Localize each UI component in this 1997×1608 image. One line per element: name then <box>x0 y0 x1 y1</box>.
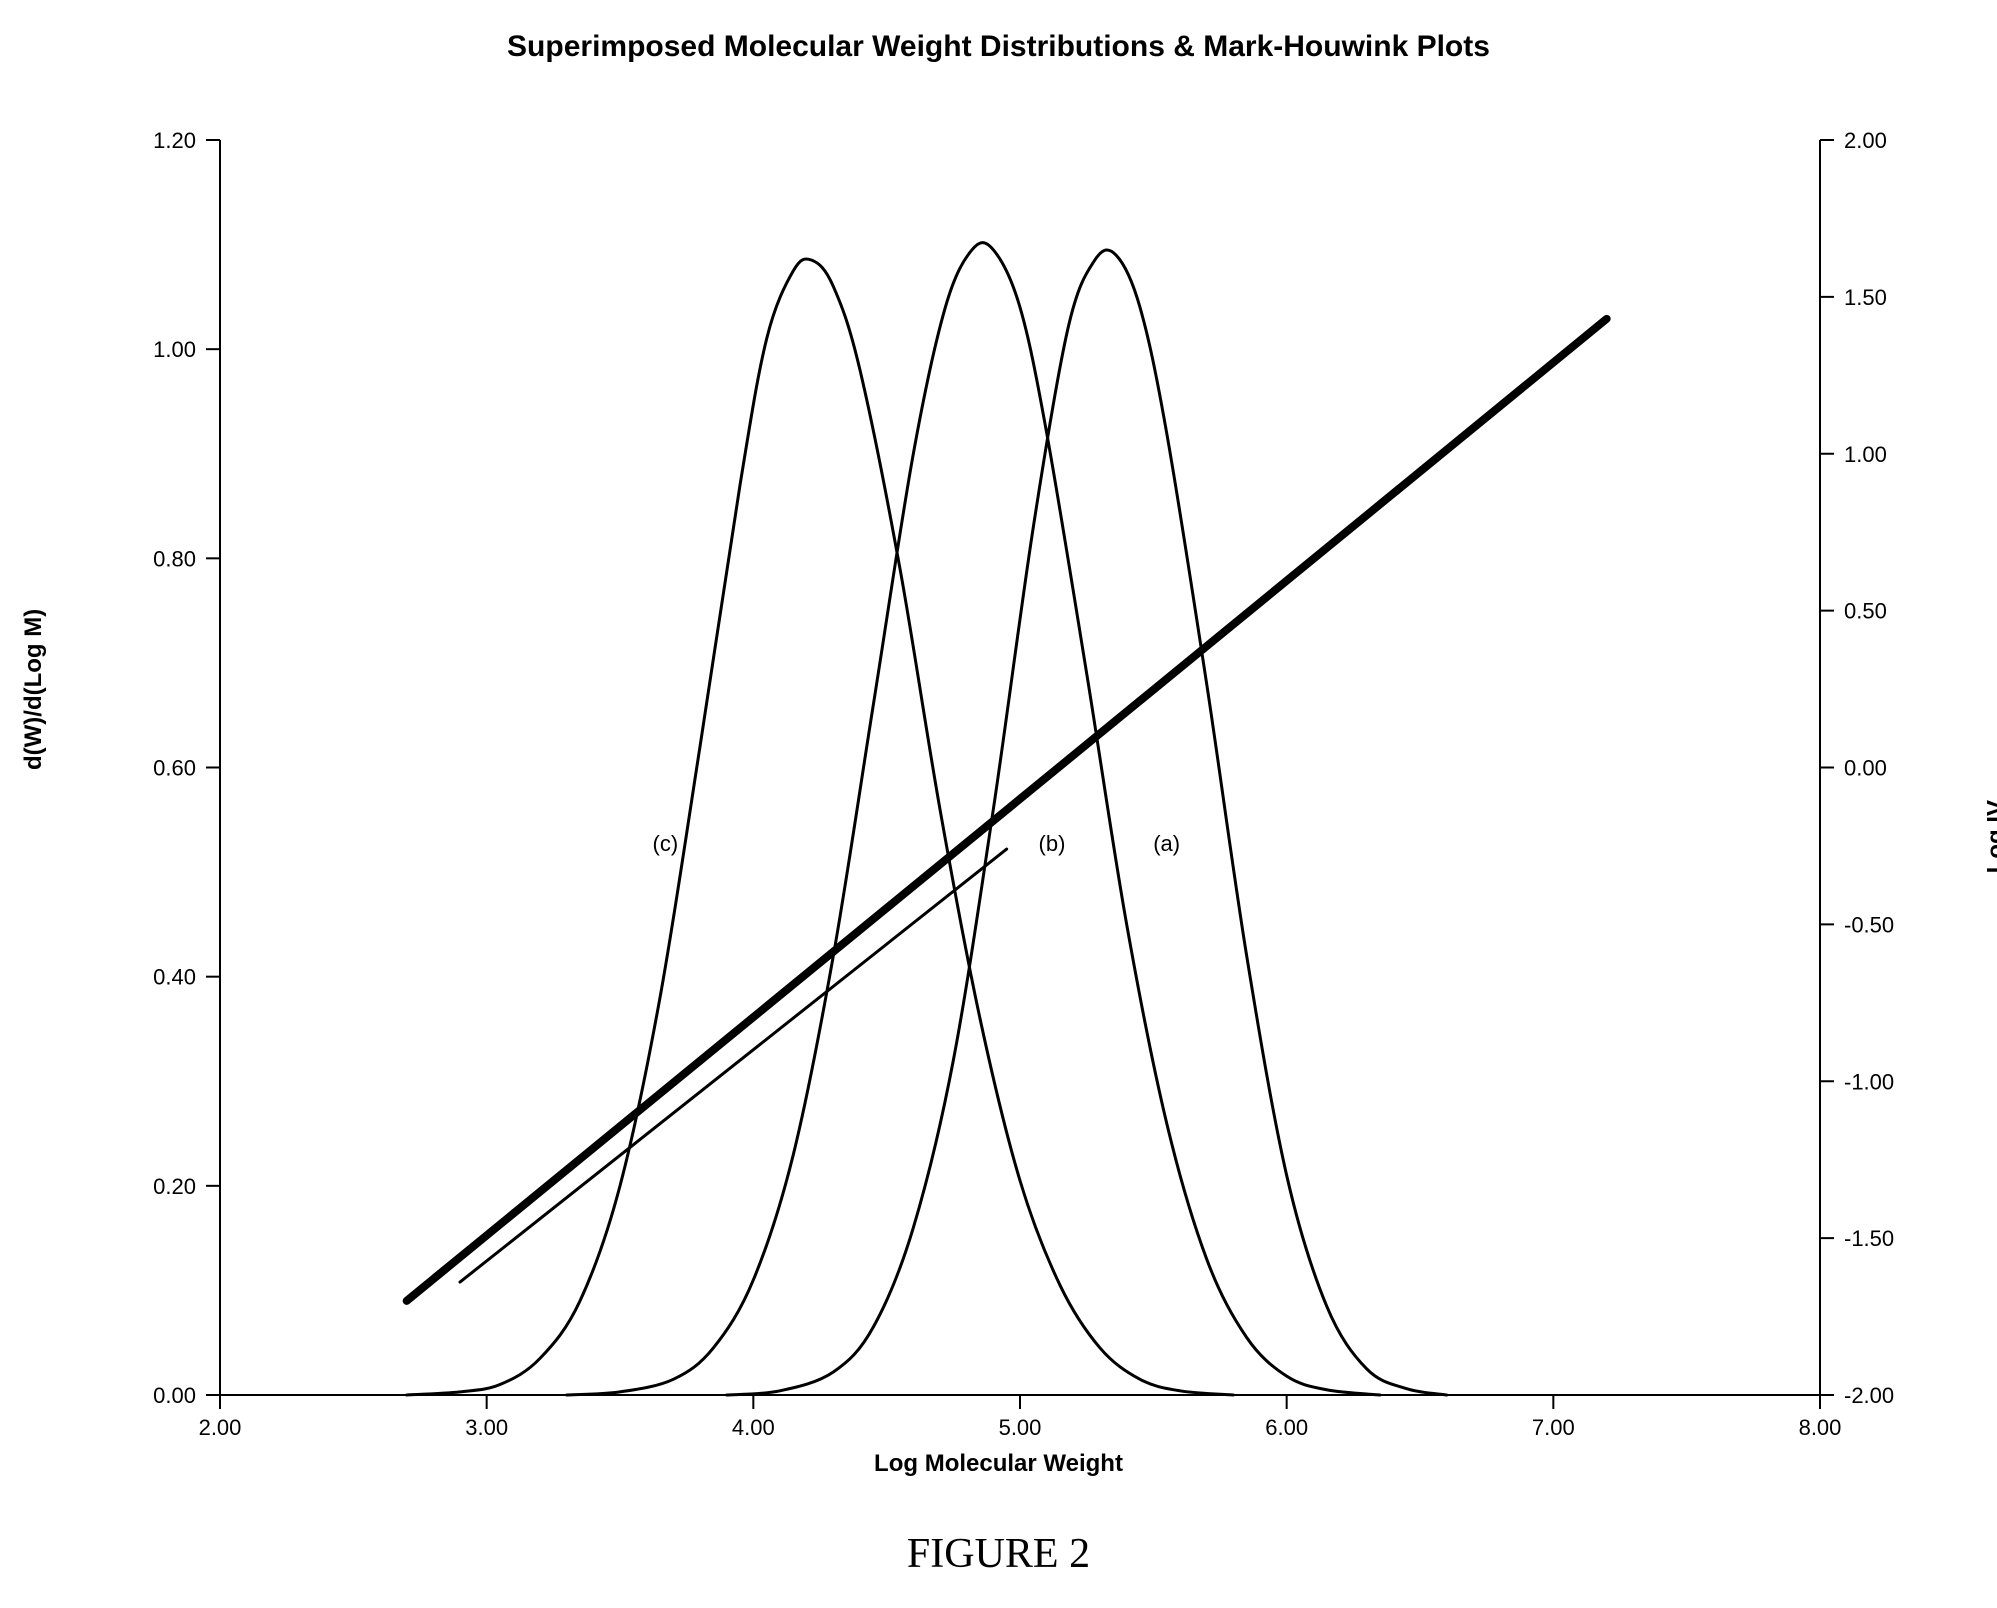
svg-text:-1.00: -1.00 <box>1844 1069 1894 1094</box>
svg-text:5.00: 5.00 <box>999 1415 1042 1440</box>
figure-caption: FIGURE 2 <box>0 1530 1997 1578</box>
figure-page: Superimposed Molecular Weight Distributi… <box>0 0 1997 1608</box>
chart-plot-area: 2.00 3.00 4.00 5.00 6.00 7.00 8.00 0.00 0.20 0.40… <box>80 100 1920 1480</box>
chart-title: Superimposed Molecular Weight Distributi… <box>0 30 1997 64</box>
svg-text:0.50: 0.50 <box>1844 599 1887 624</box>
svg-text:6.00: 6.00 <box>1265 1415 1308 1440</box>
mh-line-mh_seg_b <box>433 1125 620 1276</box>
svg-text:1.20: 1.20 <box>153 128 196 153</box>
svg-text:0.60: 0.60 <box>153 756 196 781</box>
svg-text:1.00: 1.00 <box>153 337 196 362</box>
svg-text:1.00: 1.00 <box>1844 442 1887 467</box>
svg-text:-1.50: -1.50 <box>1844 1226 1894 1251</box>
curve-a <box>727 250 1447 1395</box>
y-left-axis-label: d(W)/d(Log M) <box>20 609 48 770</box>
curve-label-b: (b) <box>1039 831 1066 856</box>
svg-text:0.20: 0.20 <box>153 1174 196 1199</box>
curve-label-a: (a) <box>1153 831 1180 856</box>
mh-line-mh_seg_a <box>460 849 1007 1282</box>
svg-text:4.00: 4.00 <box>732 1415 775 1440</box>
svg-text:3.00: 3.00 <box>465 1415 508 1440</box>
svg-text:2.00: 2.00 <box>1844 128 1887 153</box>
y-right-axis-label: Log IV <box>1982 800 1997 873</box>
svg-text:7.00: 7.00 <box>1532 1415 1575 1440</box>
svg-text:-0.50: -0.50 <box>1844 912 1894 937</box>
svg-text:0.40: 0.40 <box>153 965 196 990</box>
svg-text:0.00: 0.00 <box>153 1383 196 1408</box>
svg-text:0.80: 0.80 <box>153 546 196 571</box>
svg-text:0.00: 0.00 <box>1844 756 1887 781</box>
svg-text:8.00: 8.00 <box>1799 1415 1842 1440</box>
svg-text:2.00: 2.00 <box>199 1415 242 1440</box>
curve-label-c: (c) <box>653 831 679 856</box>
svg-text:-2.00: -2.00 <box>1844 1383 1894 1408</box>
svg-text:1.50: 1.50 <box>1844 285 1887 310</box>
